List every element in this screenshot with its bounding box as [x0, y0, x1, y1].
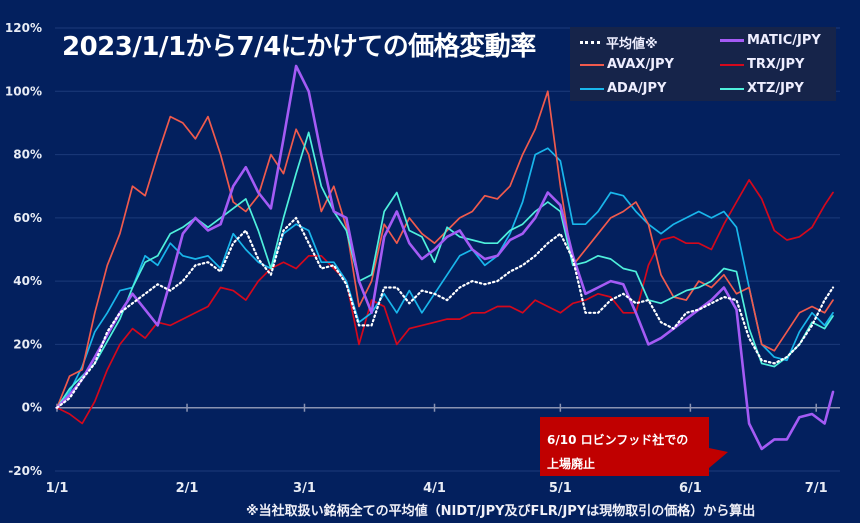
x-tick-label: 6/1: [679, 481, 702, 496]
series-line-matic: [55, 64, 835, 451]
x-tick-label: 2/1: [176, 481, 199, 496]
legend-swatch-avax: [580, 63, 604, 66]
series-line-ada: [56, 147, 834, 409]
gridlines: [55, 27, 840, 472]
series-line-avg: [55, 216, 835, 409]
y-axis-ticks: -20% 0% 20% 40% 60% 80% 100% 120%: [5, 21, 42, 478]
x-axis-ticks: 1/1 2/1 3/1 4/1 5/1 6/1 7/1: [46, 403, 828, 496]
legend-item-matic: MATIC/JPY: [720, 33, 821, 48]
delisting-callout: [540, 417, 728, 476]
y-tick-label: 0%: [22, 401, 42, 415]
legend-label: TRX/JPY: [747, 57, 805, 72]
legend-swatch-trx: [720, 63, 744, 66]
legend-item-average: 平均値※: [580, 33, 658, 52]
callout-text: 6/10 ロビンフッド社での 上場廃止: [547, 428, 688, 476]
chart-title: 2023/1/1から7/4にかけての価格変動率: [62, 32, 536, 62]
series-line-trx: [56, 179, 834, 425]
x-tick-label: 3/1: [293, 481, 316, 496]
y-tick-label: 60%: [13, 211, 42, 225]
x-tick-label: 7/1: [805, 481, 828, 496]
y-tick-label: 100%: [5, 84, 42, 98]
y-tick-label: 80%: [13, 148, 42, 162]
y-tick-label: -20%: [8, 464, 42, 478]
legend-swatch-matic: [720, 39, 744, 42]
legend-swatch-average: [580, 41, 600, 44]
series-line-xtz: [56, 131, 834, 409]
legend-label: MATIC/JPY: [747, 33, 821, 48]
callout-box: [540, 417, 728, 476]
series-lines: [55, 64, 835, 451]
legend-label: 平均値※: [606, 37, 658, 52]
legend-swatch-ada: [580, 87, 604, 90]
footnote: ※当社取扱い銘柄全ての平均値（NIDT/JPY及びFLR/JPYは現物取引の価格…: [246, 504, 756, 519]
x-tick-label: 5/1: [549, 481, 572, 496]
legend-label: AVAX/JPY: [607, 57, 674, 72]
y-tick-label: 20%: [13, 337, 42, 351]
y-tick-label: 40%: [13, 274, 42, 288]
legend-label: XTZ/JPY: [747, 81, 804, 96]
legend-item-avax: AVAX/JPY: [580, 57, 674, 72]
series-line-avax: [56, 90, 834, 409]
x-tick-label: 1/1: [46, 481, 69, 496]
legend-swatch-xtz: [720, 87, 744, 90]
legend-item-trx: TRX/JPY: [720, 57, 804, 72]
legend-item-ada: ADA/JPY: [580, 81, 666, 96]
callout-line-2: 上場廃止: [547, 457, 596, 471]
legend-label: ADA/JPY: [607, 81, 667, 96]
legend-item-xtz: XTZ/JPY: [720, 81, 804, 96]
x-tick-label: 4/1: [423, 481, 446, 496]
callout-line-1: 6/10 ロビンフッド社での: [547, 433, 689, 447]
legend: 平均値※ MATIC/JPY AVAX/JPY TRX/JPY ADA/JPY …: [570, 27, 836, 101]
y-tick-label: 120%: [5, 21, 42, 35]
